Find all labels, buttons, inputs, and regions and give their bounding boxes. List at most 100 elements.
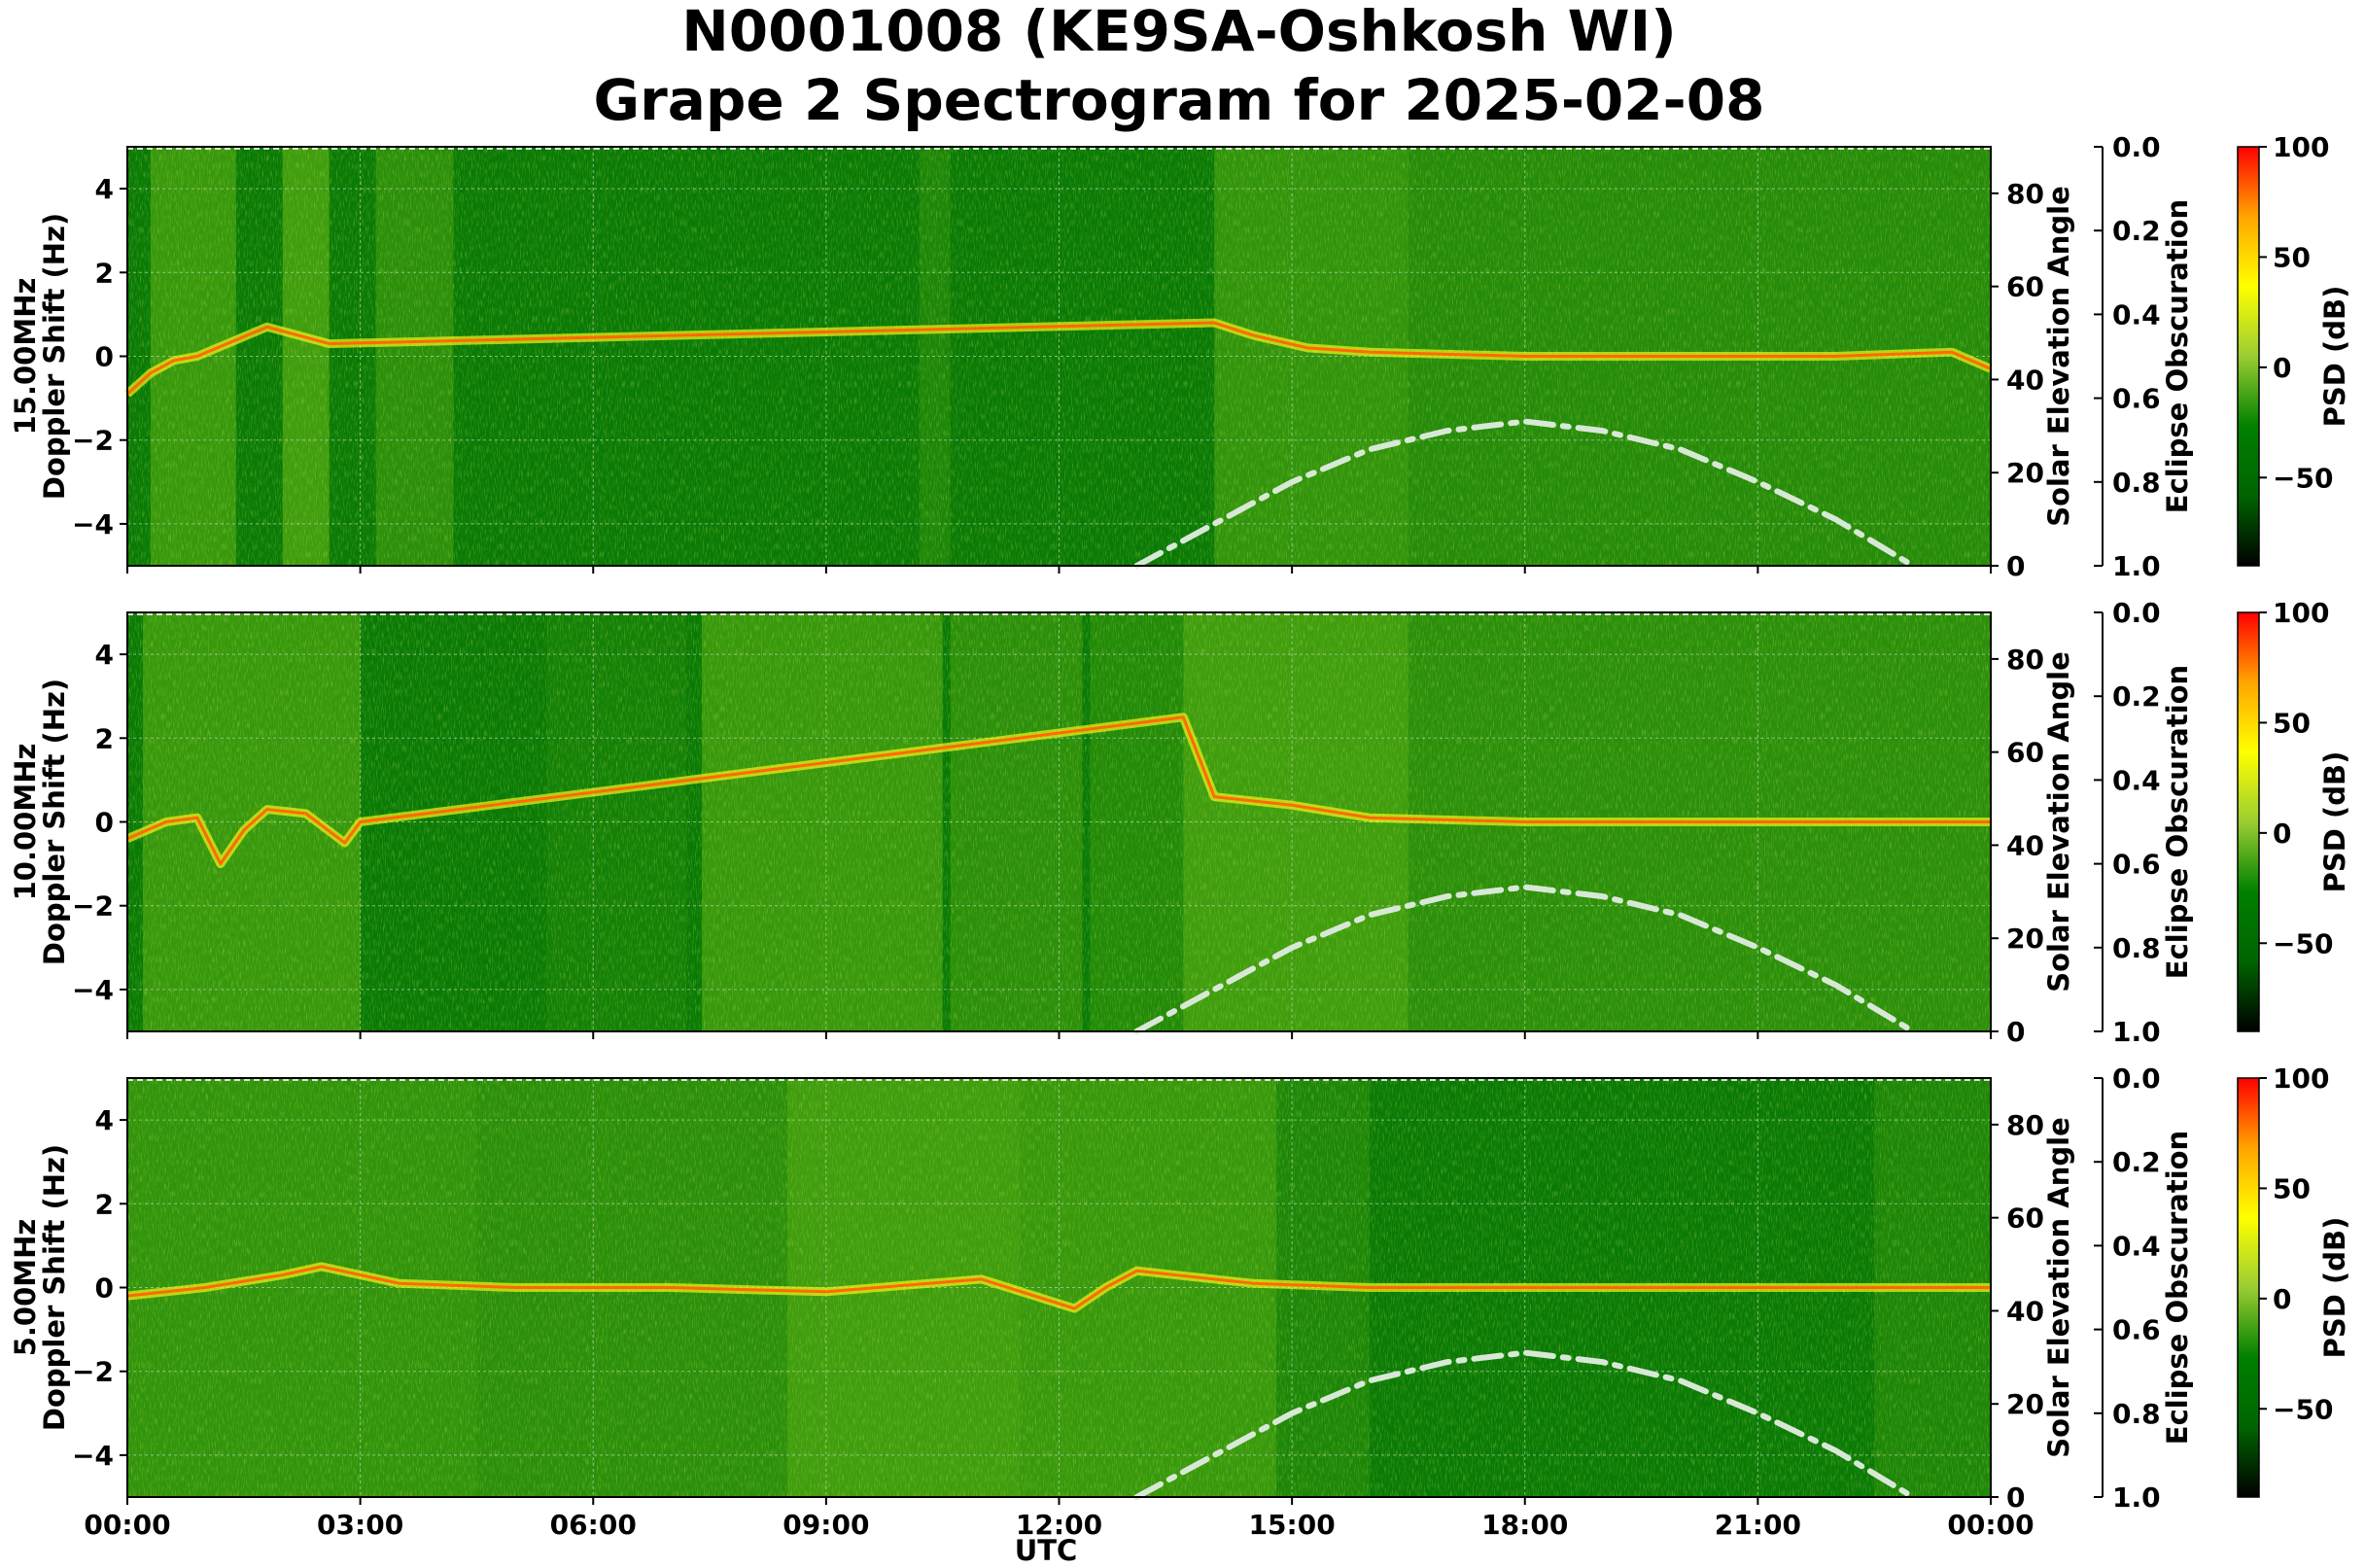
solar-elevation-label: Solar Elevation Angle: [2042, 651, 2075, 993]
eclipse-tick-label: 0.4: [2112, 764, 2161, 796]
x-tick-label: 12:00: [1016, 1509, 1102, 1541]
title-line-2: Grape 2 Spectrogram for 2025-02-08: [594, 67, 1765, 133]
y-tick-label: 2: [95, 1188, 114, 1220]
y-tick-label: 4: [95, 173, 114, 205]
panel-y-axis-label: Doppler Shift (Hz): [38, 679, 71, 965]
colorbar: [2237, 146, 2260, 567]
solar-elevation-curve: [1133, 884, 1917, 1034]
eclipse-tick-label: 0.0: [2112, 1063, 2161, 1095]
y-tick-label: 0: [95, 1272, 114, 1305]
eclipse-axis-label: Eclipse Obscuration: [2161, 199, 2194, 513]
solar-elevation-label: Solar Elevation Angle: [2042, 1117, 2075, 1458]
y2-tick-label: 60: [2006, 271, 2044, 303]
solar-elevation-curve: [1133, 418, 1917, 569]
colorbar-label: PSD (dB): [2318, 751, 2351, 893]
x-tick-label: 15:00: [1249, 1509, 1336, 1541]
y2-tick-label: 20: [2006, 923, 2044, 955]
y-tick-label: 4: [95, 639, 114, 671]
colorbar-tick-label: 100: [2273, 131, 2329, 163]
y2-tick-label: 40: [2006, 1295, 2044, 1327]
y-tick-label: 0: [95, 341, 114, 373]
eclipse-tick-label: 0.2: [2112, 680, 2161, 713]
y2-tick-label: 0: [2006, 1481, 2025, 1514]
x-tick-label: 21:00: [1715, 1509, 1801, 1541]
eclipse-tick-label: 0.8: [2112, 467, 2161, 499]
eclipse-tick-label: 0.0: [2112, 597, 2161, 629]
x-tick-label: 03:00: [317, 1509, 403, 1541]
doppler-trace: [126, 715, 1991, 866]
colorbar-tick-label: 50: [2273, 707, 2311, 739]
panel-y-axis-label: Doppler Shift (Hz): [38, 1144, 71, 1431]
solar-elevation-curve: [1133, 1349, 1917, 1500]
y2-tick-label: 60: [2006, 1202, 2044, 1235]
y2-tick-label: 20: [2006, 1388, 2044, 1420]
colorbar-tick-label: 0: [2273, 352, 2291, 384]
y2-tick-label: 0: [2006, 550, 2025, 582]
y-tick-label: −4: [72, 974, 114, 1006]
eclipse-tick-label: 0.0: [2112, 131, 2161, 163]
eclipse-tick-label: 1.0: [2112, 1016, 2161, 1048]
eclipse-tick-label: 1.0: [2112, 550, 2161, 582]
x-tick-label: 09:00: [783, 1509, 869, 1541]
y2-tick-label: 0: [2006, 1016, 2025, 1048]
panel-frequency-label: 15.00MHz: [9, 278, 42, 436]
y-tick-label: −4: [72, 508, 114, 540]
y-tick-label: −2: [72, 1356, 114, 1388]
panel-frequency-label: 5.00MHz: [9, 1219, 42, 1357]
eclipse-tick-label: 0.8: [2112, 1398, 2161, 1430]
x-tick-label: 00:00: [84, 1509, 170, 1541]
colorbar-tick-label: −50: [2273, 1393, 2333, 1425]
y-tick-label: 0: [95, 807, 114, 839]
y-tick-label: −2: [72, 425, 114, 457]
colorbar-tick-label: 0: [2273, 1283, 2291, 1315]
x-tick-label: 00:00: [1947, 1509, 2034, 1541]
x-tick-label: 18:00: [1481, 1509, 1568, 1541]
title-line-1: N0001008 (KE9SA-Oshkosh WI): [681, 0, 1676, 64]
eclipse-tick-label: 0.8: [2112, 932, 2161, 964]
panel-frequency-label: 10.00MHz: [9, 744, 42, 901]
panel-y-axis-label: Doppler Shift (Hz): [38, 213, 71, 500]
x-tick-label: 06:00: [550, 1509, 637, 1541]
colorbar: [2237, 611, 2260, 1032]
doppler-trace: [126, 1265, 1991, 1310]
eclipse-axis-label: Eclipse Obscuration: [2161, 1131, 2194, 1445]
colorbar: [2237, 1077, 2260, 1498]
eclipse-tick-label: 1.0: [2112, 1481, 2161, 1514]
colorbar-tick-label: 100: [2273, 1063, 2329, 1095]
y2-tick-label: 80: [2006, 178, 2044, 210]
y-tick-label: 2: [95, 722, 114, 754]
eclipse-tick-label: 0.6: [2112, 383, 2161, 415]
eclipse-tick-label: 0.6: [2112, 1314, 2161, 1346]
eclipse-tick-label: 0.4: [2112, 1230, 2161, 1262]
colorbar-tick-label: −50: [2273, 927, 2333, 959]
y2-tick-label: 40: [2006, 364, 2044, 396]
doppler-trace: [125, 321, 1992, 396]
y-tick-label: 4: [95, 1104, 114, 1136]
colorbar-tick-label: −50: [2273, 462, 2333, 494]
colorbar-label: PSD (dB): [2318, 1217, 2351, 1359]
y2-tick-label: 20: [2006, 457, 2044, 489]
eclipse-tick-label: 0.2: [2112, 215, 2161, 247]
y-tick-label: 2: [95, 257, 114, 289]
y-tick-label: −4: [72, 1440, 114, 1472]
colorbar-label: PSD (dB): [2318, 286, 2351, 428]
eclipse-tick-label: 0.4: [2112, 298, 2161, 331]
y2-tick-label: 80: [2006, 1109, 2044, 1141]
eclipse-axis-label: Eclipse Obscuration: [2161, 665, 2194, 979]
y2-tick-label: 40: [2006, 829, 2044, 861]
colorbar-tick-label: 0: [2273, 818, 2291, 850]
y2-tick-label: 80: [2006, 644, 2044, 676]
colorbar-tick-label: 100: [2273, 597, 2329, 629]
solar-elevation-label: Solar Elevation Angle: [2042, 186, 2075, 527]
colorbar-tick-label: 50: [2273, 1172, 2311, 1204]
x-axis-label: UTC: [1015, 1534, 1078, 1567]
y-tick-label: −2: [72, 890, 114, 923]
eclipse-tick-label: 0.2: [2112, 1146, 2161, 1178]
colorbar-tick-label: 50: [2273, 241, 2311, 273]
y2-tick-label: 60: [2006, 737, 2044, 769]
